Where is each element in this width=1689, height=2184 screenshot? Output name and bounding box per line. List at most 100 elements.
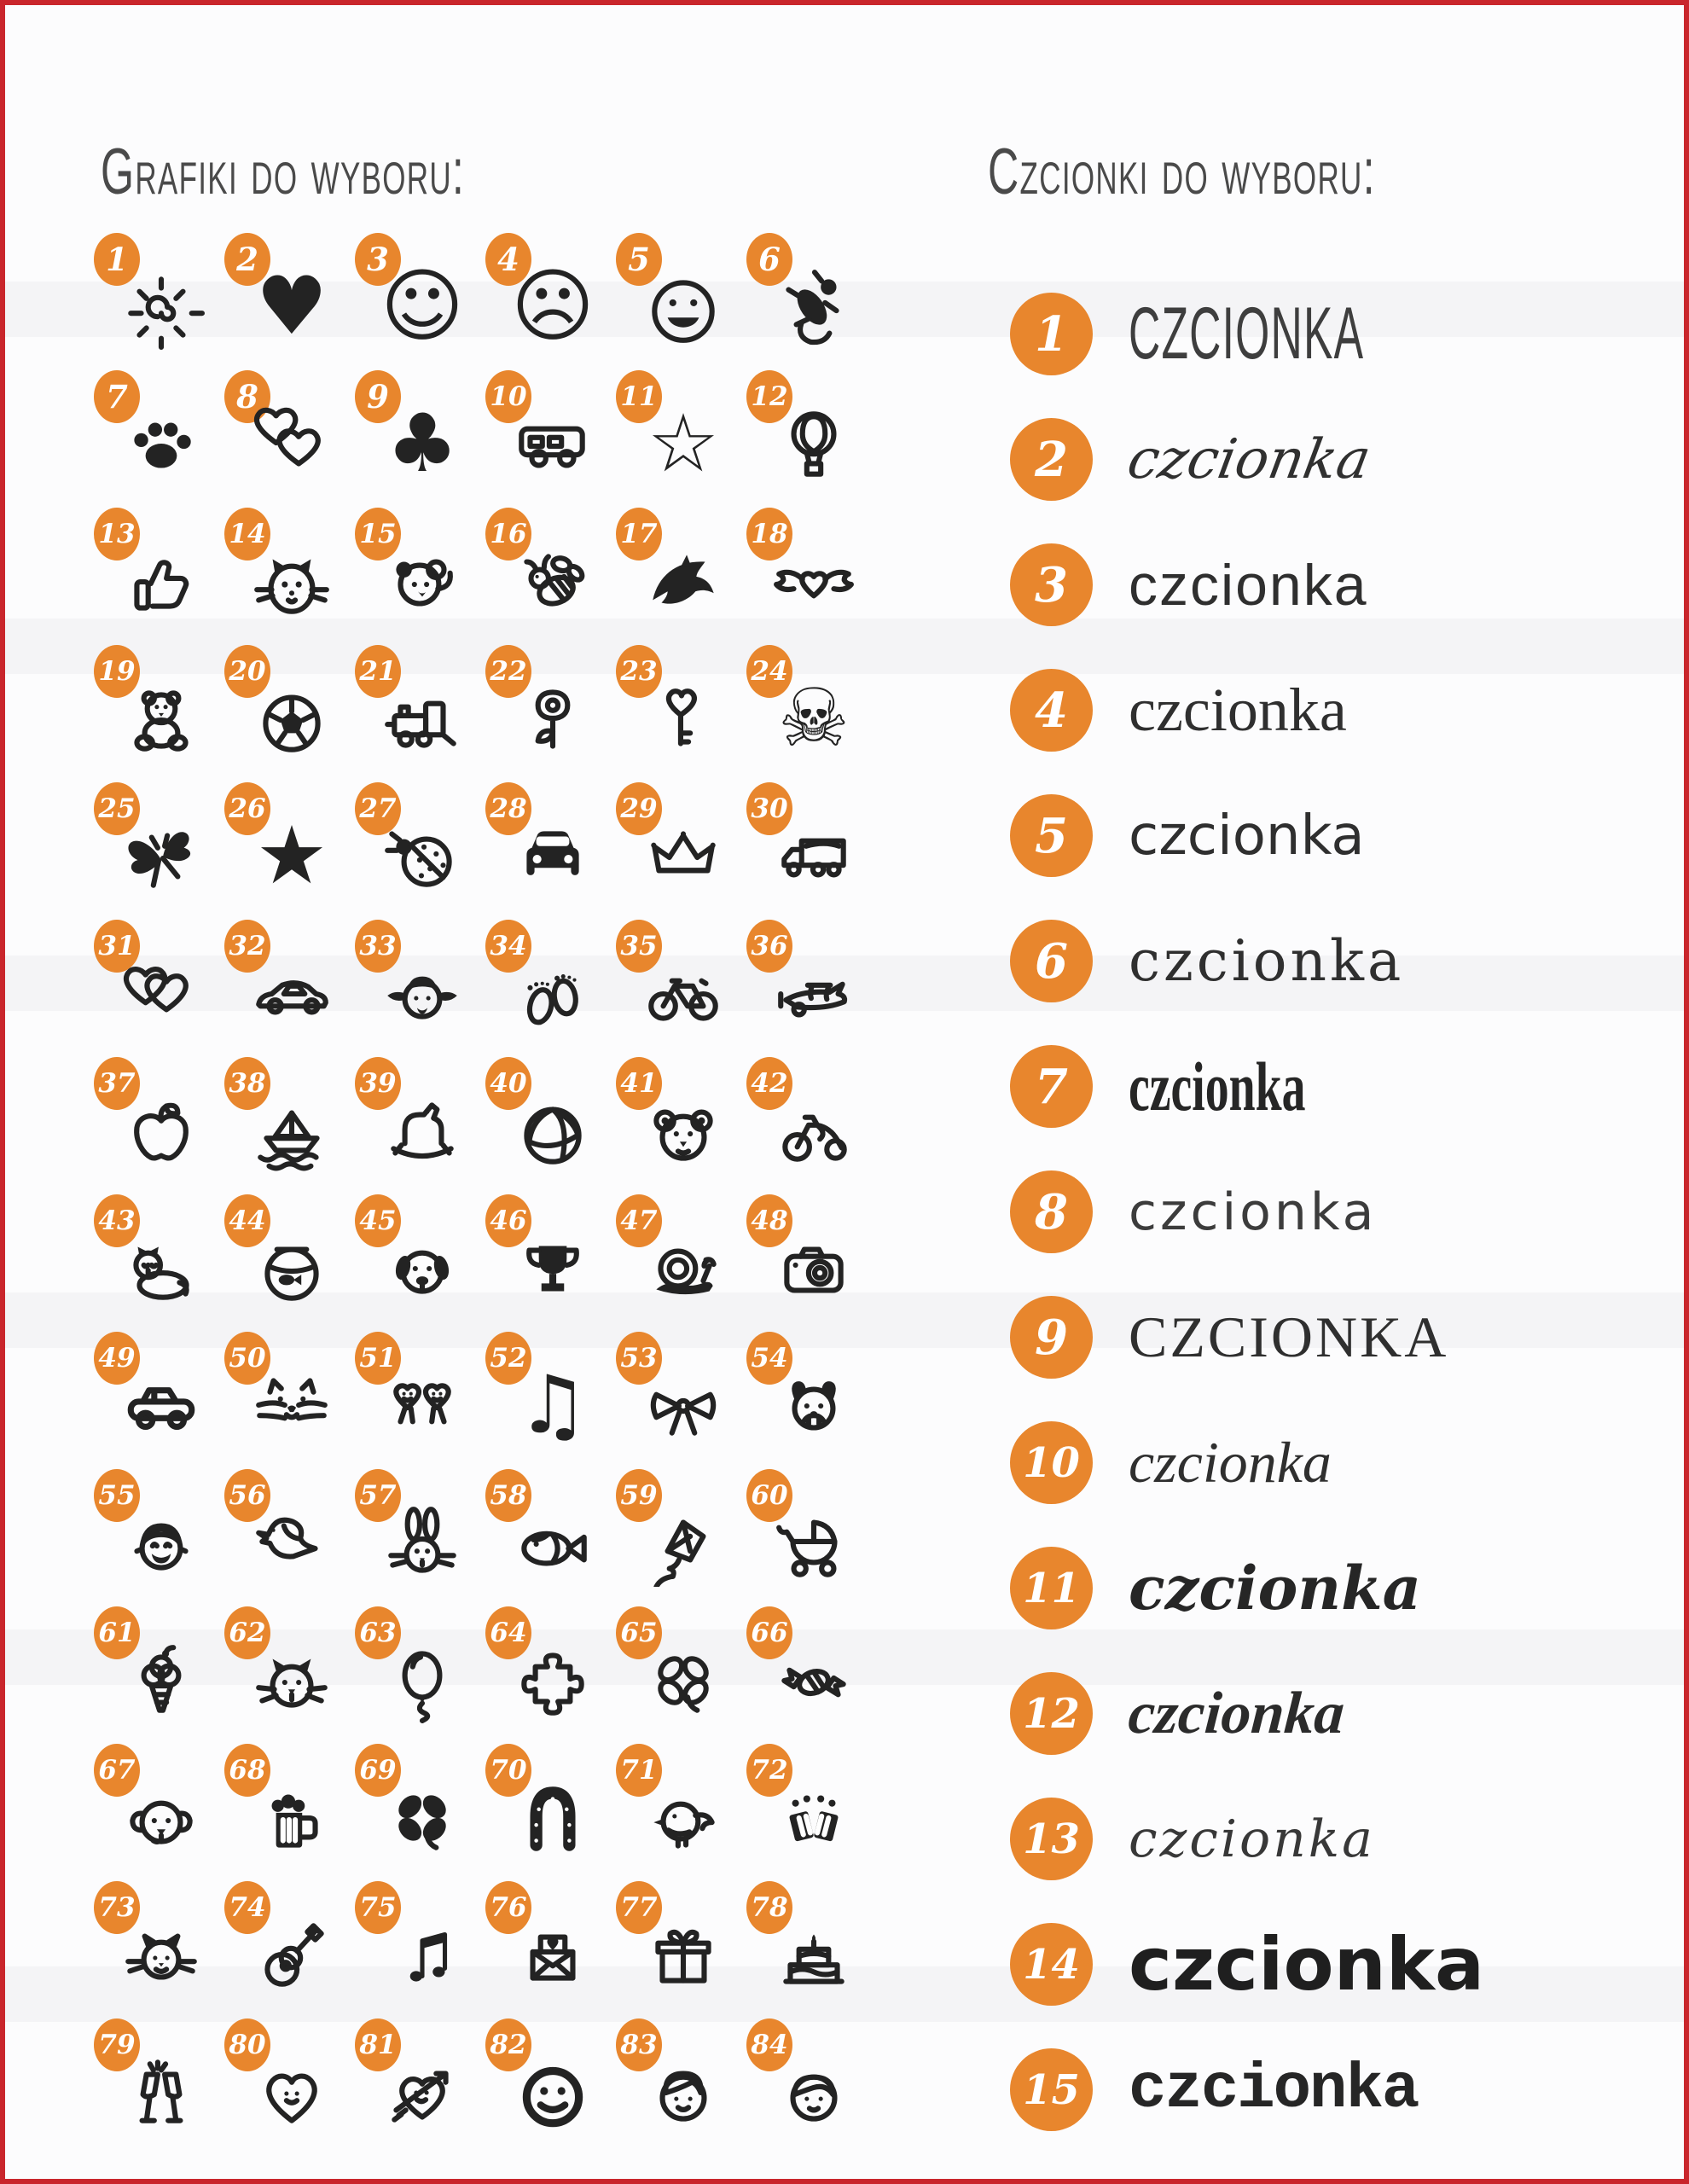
font-number-badge: 8 xyxy=(1010,1170,1093,1253)
font-sample-label: czcionka xyxy=(1126,1680,1347,1746)
rocking-horse-icon xyxy=(379,1088,466,1175)
font-option-4: 4 czcionka xyxy=(986,648,1651,773)
option-number-badge: 22 xyxy=(485,645,531,698)
font-option-3: 3 czcionka xyxy=(986,522,1651,648)
graphic-option-35: 35 xyxy=(612,918,743,1055)
graphic-option-58: 58 xyxy=(482,1467,612,1605)
font-number-badge: 2 xyxy=(1010,418,1093,501)
graphic-option-52: 52 ♫ xyxy=(482,1330,612,1467)
love-letter-icon xyxy=(509,1912,596,1999)
lying-cat-icon xyxy=(118,1225,205,1312)
graphic-option-64: 64 xyxy=(482,1605,612,1742)
soccer-ball-icon xyxy=(248,676,335,763)
option-number-badge: 8 xyxy=(224,370,270,423)
option-number-badge: 70 xyxy=(485,1744,531,1797)
option-number-badge: 38 xyxy=(224,1057,270,1110)
option-number-badge: 73 xyxy=(94,1881,140,1934)
heart-solid-icon: ♥ xyxy=(255,260,328,353)
graphic-option-33: 33 xyxy=(351,918,482,1055)
graphic-option-32: 32 xyxy=(221,918,351,1055)
bear-face-icon xyxy=(640,1088,727,1175)
heart-key-icon xyxy=(640,676,727,763)
thumbs-up-icon xyxy=(118,538,205,625)
font-sample-label: CZCIONKA xyxy=(1129,1304,1449,1369)
graphic-option-71: 71 xyxy=(612,1742,743,1879)
option-number-badge: 84 xyxy=(746,2018,792,2071)
font-sample-label: czcionka xyxy=(1129,1921,1485,2007)
van-icon xyxy=(509,401,596,488)
font-option-8: 8 czcionka xyxy=(986,1149,1651,1275)
option-number-badge: 3 xyxy=(355,233,401,286)
font-sample-label: CZCIONKA xyxy=(1129,293,1365,375)
font-sample-label: czcionka xyxy=(1129,804,1365,868)
font-option-1: 1 CZCIONKA xyxy=(986,271,1651,397)
font-option-12: 12 czcionka xyxy=(986,1651,1651,1776)
graphic-option-83: 83 xyxy=(612,2017,743,2154)
option-number-badge: 13 xyxy=(94,508,140,561)
font-sample-label: czcionka xyxy=(1123,427,1376,491)
sad-face-icon: ☹ xyxy=(511,260,595,353)
font-option-14: 14 czcionka xyxy=(986,1902,1651,2027)
rose-icon xyxy=(509,676,596,763)
girl-pigtails-icon xyxy=(379,950,466,1037)
font-sample-label: czcionka xyxy=(1129,676,1347,744)
option-number-badge: 46 xyxy=(485,1194,531,1247)
car-side-icon xyxy=(118,1362,205,1449)
option-number-badge: 37 xyxy=(94,1057,140,1110)
graphic-option-13: 13 xyxy=(90,506,221,643)
graphic-option-40: 40 xyxy=(482,1055,612,1193)
guitar-icon xyxy=(248,1912,335,1999)
star-outline-icon: ☆ xyxy=(647,398,720,491)
font-option-15: 15 czcionka xyxy=(986,2027,1651,2152)
graphic-option-22: 22 xyxy=(482,643,612,781)
apple-icon xyxy=(118,1088,205,1175)
option-number-badge: 20 xyxy=(224,645,270,698)
option-number-badge: 33 xyxy=(355,920,401,973)
option-number-badge: 45 xyxy=(355,1194,401,1247)
option-number-badge: 54 xyxy=(746,1332,792,1385)
option-number-badge: 41 xyxy=(616,1057,662,1110)
option-number-badge: 67 xyxy=(94,1744,140,1797)
option-number-badge: 29 xyxy=(616,782,662,835)
graphic-option-69: 69 xyxy=(351,1742,482,1879)
graphic-option-77: 77 xyxy=(612,1879,743,2017)
option-number-badge: 83 xyxy=(616,2018,662,2071)
kite-icon xyxy=(640,1500,727,1587)
option-number-badge: 78 xyxy=(746,1881,792,1934)
graphic-option-55: 55 xyxy=(90,1467,221,1605)
candy-icon xyxy=(770,1637,857,1724)
option-number-badge: 49 xyxy=(94,1332,140,1385)
horseshoe-icon xyxy=(509,1774,596,1862)
graphic-option-50: 50 xyxy=(221,1330,351,1467)
fish-icon xyxy=(509,1500,596,1587)
hot-air-balloon-icon xyxy=(770,401,857,488)
ribbon-bow-icon xyxy=(640,1362,727,1449)
font-sample-label: czcionka xyxy=(1129,1430,1332,1495)
option-number-badge: 59 xyxy=(616,1469,662,1522)
gift-box-icon xyxy=(640,1912,727,1999)
graphic-option-9: 9 ♣ xyxy=(351,369,482,506)
clover-club-icon: ♣ xyxy=(386,398,459,491)
trophy-icon xyxy=(509,1225,596,1312)
font-number-badge: 6 xyxy=(1010,920,1093,1002)
graphics-grid: 1 2 ♥ 3 ☺ 4 ☹ 5 6 7 8 9 ♣ 10 11 ☆ 12 13 14 15 16 17 18 19 20 21 22… xyxy=(90,231,874,2154)
graphic-option-4: 4 ☹ xyxy=(482,231,612,369)
graphic-option-84: 84 xyxy=(743,2017,874,2154)
option-number-badge: 32 xyxy=(224,920,270,973)
option-number-badge: 79 xyxy=(94,2018,140,2071)
balloon-icon xyxy=(379,1637,466,1724)
font-option-10: 10 czcionka xyxy=(986,1400,1651,1525)
graphic-option-14: 14 xyxy=(221,506,351,643)
font-number-badge: 11 xyxy=(1010,1547,1093,1629)
graphic-option-56: 56 xyxy=(221,1467,351,1605)
laughing-boy-icon xyxy=(118,1500,205,1587)
option-number-badge: 36 xyxy=(746,920,792,973)
option-number-badge: 31 xyxy=(94,920,140,973)
option-number-badge: 68 xyxy=(224,1744,270,1797)
graphic-option-19: 19 xyxy=(90,643,221,781)
option-number-badge: 61 xyxy=(94,1606,140,1659)
graphic-option-46: 46 xyxy=(482,1193,612,1330)
two-hearts-icon xyxy=(248,401,335,488)
graphic-option-68: 68 xyxy=(221,1742,351,1879)
option-number-badge: 58 xyxy=(485,1469,531,1522)
